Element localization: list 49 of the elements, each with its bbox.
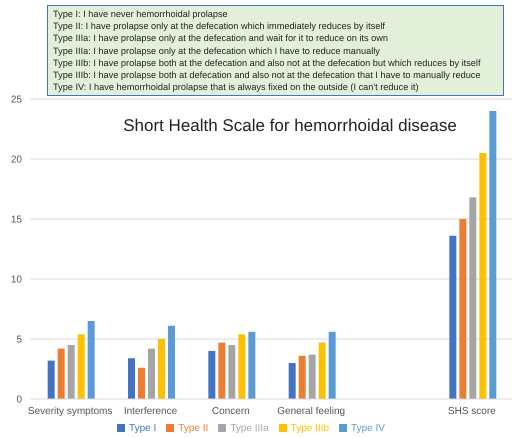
text: Type I: I have never hemorrhoidal prolapse [53, 8, 229, 20]
legend-label: Type IV [351, 423, 385, 434]
bar [208, 351, 216, 399]
x-tick-label: Concern [212, 406, 250, 418]
bar [328, 332, 336, 399]
legend-label: Type IIIb [290, 423, 330, 434]
bar [298, 356, 306, 399]
bar [318, 342, 326, 399]
text: Type II: I have prolapse only at the defecation which immediately reduces by itself [53, 20, 386, 32]
text: Type IV: I have hemorrhoidal prolapse that is always fixed on the outside (I can't reduce it) [53, 81, 420, 94]
y-tick-label: 5 [16, 334, 22, 346]
bar [308, 354, 316, 399]
bar [479, 153, 486, 399]
x-tick-label: Interference [124, 406, 178, 418]
y-tick-label: 25 [10, 94, 22, 106]
x-tick-label: General feeling [277, 406, 346, 418]
text: Type IIIa: I have prolapse only at the defecation and wait for it to reduce on its own [53, 32, 390, 45]
bar [288, 363, 296, 399]
bar [168, 326, 176, 399]
bar [88, 321, 95, 399]
bar [158, 339, 166, 399]
bar [58, 348, 65, 399]
text: Short Health Scale for hemorrhoidal disease [122, 116, 458, 136]
bar [148, 348, 156, 399]
text: Type IIIb: I have prolapse both at defecation and also not at the defecation that I have to manually reduce [53, 69, 482, 82]
legend-label: Type II [178, 423, 208, 434]
bar [449, 236, 456, 399]
bar [238, 334, 246, 399]
bar [218, 342, 226, 399]
bar [138, 368, 146, 399]
text: Type IIIb: I have prolapse both at the defecation and also not at the defecation but which reduces by itself [53, 56, 482, 70]
bar [489, 111, 496, 399]
y-tick-label: 0 [16, 394, 22, 406]
x-tick-label: Severity symptoms [28, 406, 112, 418]
bar [469, 197, 476, 399]
bar [48, 360, 55, 399]
bar [228, 345, 236, 399]
y-tick-label: 20 [10, 154, 22, 166]
bar [128, 358, 136, 399]
y-tick-label: 10 [10, 274, 22, 286]
legend-label: Type IIIa [230, 423, 269, 434]
bar [68, 345, 75, 399]
legend-label: Type I [129, 423, 156, 434]
y-tick-label: 15 [10, 214, 22, 226]
bar [78, 334, 85, 399]
bar [248, 332, 256, 399]
x-tick-label: SHS score [448, 406, 496, 418]
text: Type IIIa: I have prolapse only at the defecation which I have to reduce manually [53, 44, 381, 57]
bar [459, 219, 466, 399]
